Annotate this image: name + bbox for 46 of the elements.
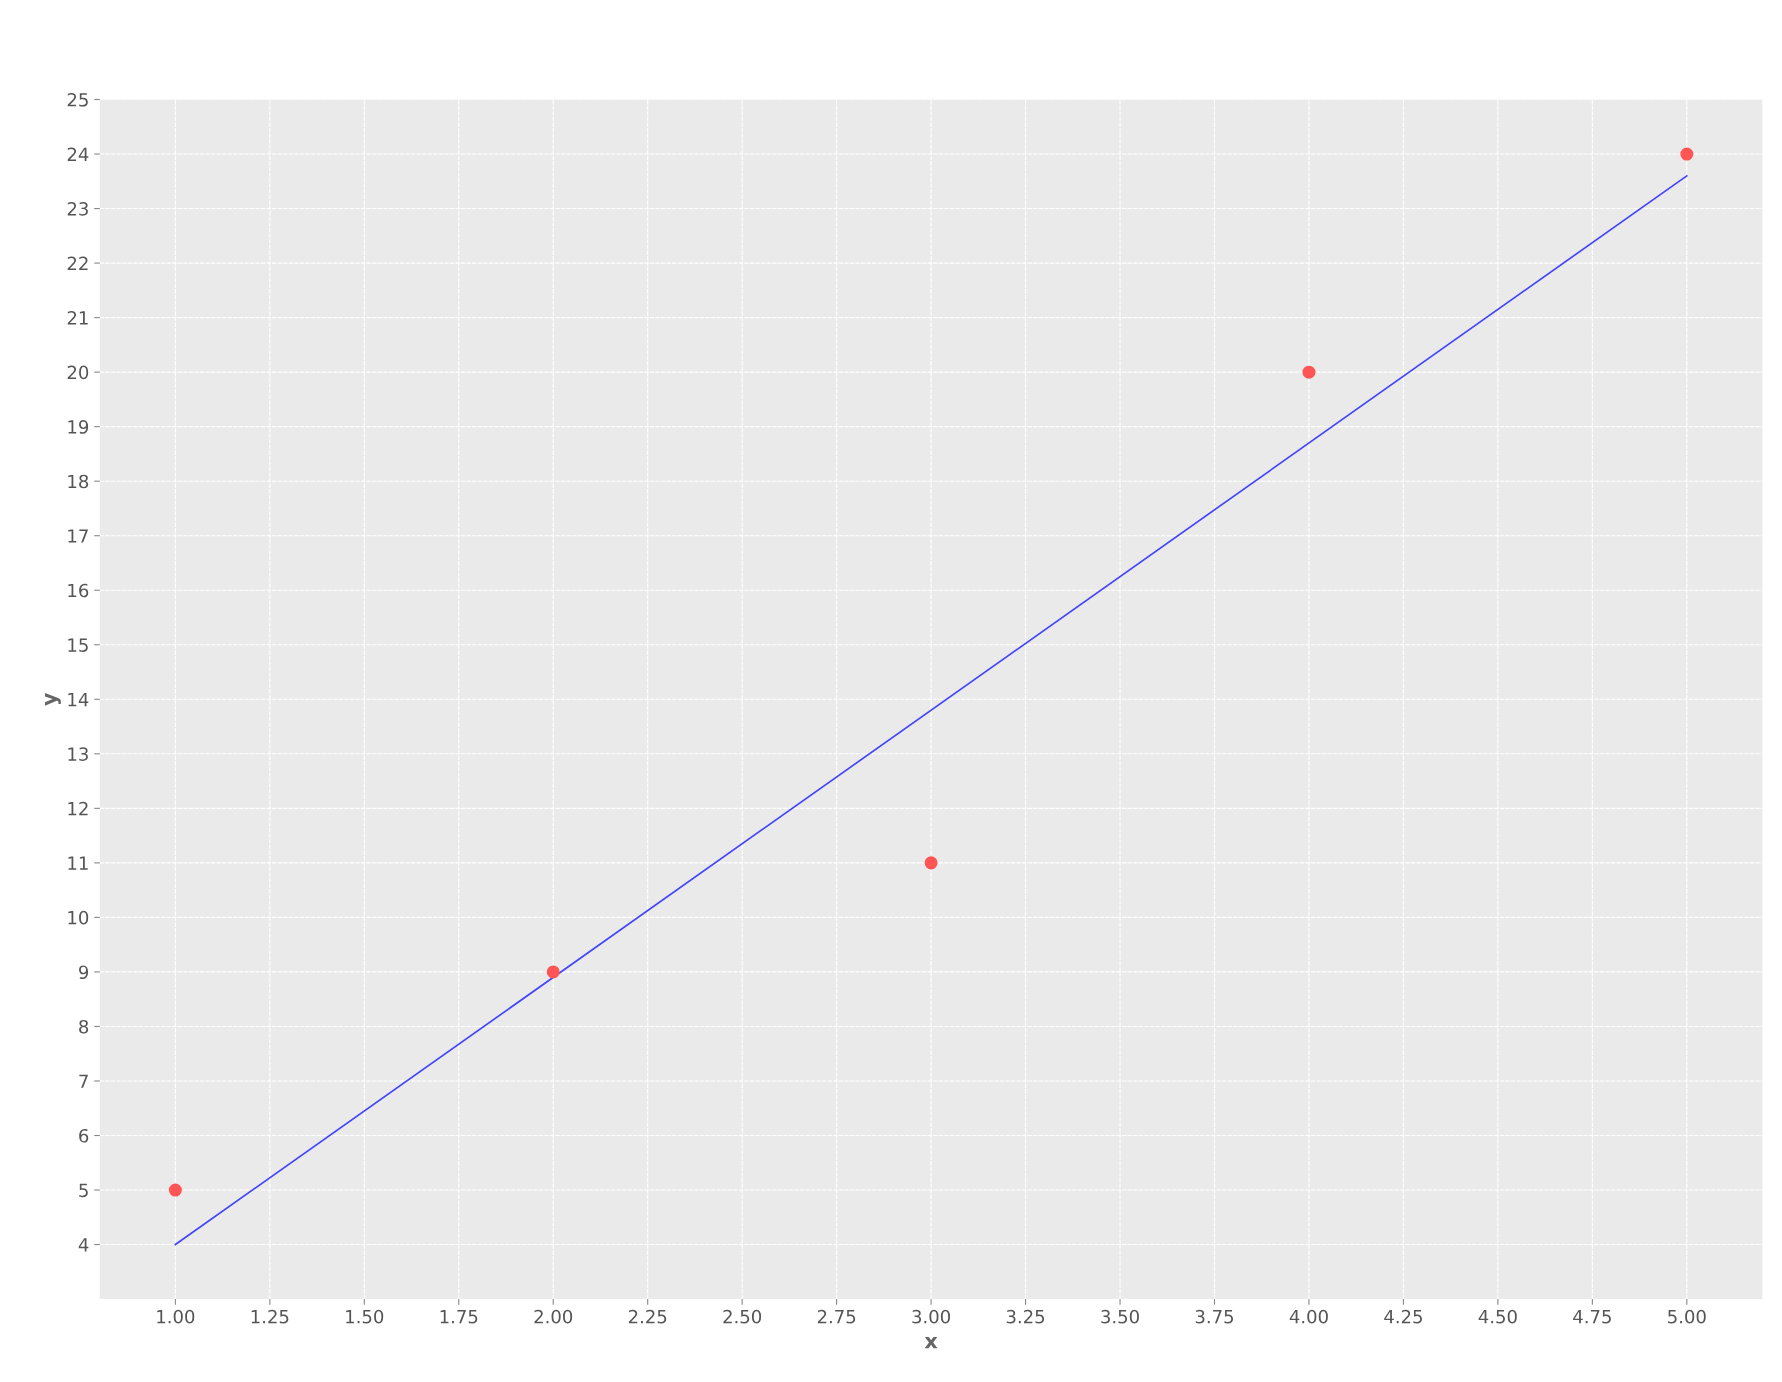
point [1302, 365, 1316, 379]
x-tick-label: 3.75 [1195, 1309, 1234, 1324]
x-tick-label: 2.50 [723, 1309, 762, 1324]
x-tick-label: 4.75 [1573, 1310, 1611, 1324]
y-tick-label: 7 [79, 1074, 88, 1088]
x-tick-label: 3.50 [1101, 1309, 1139, 1324]
y-tick-label: 16 [68, 583, 89, 598]
y-tick-label: 23 [67, 202, 88, 216]
y-tick-label: 5 [79, 1183, 88, 1198]
x-tick-label: 1.75 [440, 1310, 478, 1324]
y-tick-label: 11 [68, 856, 88, 870]
x-tick-label: 3.00 [912, 1309, 950, 1324]
point [924, 856, 938, 870]
y-tick-label: 6 [79, 1128, 89, 1143]
x-tick-label: 4.00 [1289, 1309, 1328, 1324]
point [546, 965, 560, 979]
x-tick-label: 5.00 [1668, 1309, 1706, 1324]
y-tick-label: 22 [67, 256, 88, 270]
y-tick-label: 25 [67, 92, 88, 107]
y-tick-label: 4 [78, 1238, 89, 1252]
x-tick-label: 2.75 [817, 1309, 856, 1324]
y-tick-label: 15 [68, 638, 88, 652]
y-tick-label: 10 [68, 910, 89, 925]
x-tick-label: 3.25 [1006, 1309, 1045, 1324]
y-tick-label: 19 [68, 420, 89, 434]
y-axis-title: y [44, 692, 61, 706]
x-tick-label: 1.50 [346, 1309, 384, 1324]
x-tick-label: 1.25 [251, 1309, 289, 1324]
x-axis-title: x [924, 1336, 938, 1349]
y-tick-label: 20 [67, 365, 89, 380]
y-tick-label: 9 [79, 965, 89, 980]
y-tick-label: 21 [67, 311, 88, 325]
y-tick-label: 14 [68, 692, 89, 707]
x-tick-label: 1.00 [157, 1309, 195, 1324]
x-tick-label: 4.50 [1478, 1309, 1517, 1324]
y-tick-label: 24 [67, 147, 89, 161]
x-tick-label: 2.25 [628, 1309, 667, 1324]
y-tick-label: 13 [68, 747, 88, 761]
y-tick-label: 8 [79, 1019, 89, 1034]
point [1680, 147, 1694, 161]
x-tick-label: 4.25 [1384, 1309, 1422, 1324]
y-tick-label: 18 [68, 474, 89, 489]
point [168, 1183, 182, 1197]
x-tick-label: 2.00 [534, 1309, 573, 1324]
y-tick-label: 17 [68, 529, 88, 543]
y-tick-label: 12 [68, 801, 88, 816]
